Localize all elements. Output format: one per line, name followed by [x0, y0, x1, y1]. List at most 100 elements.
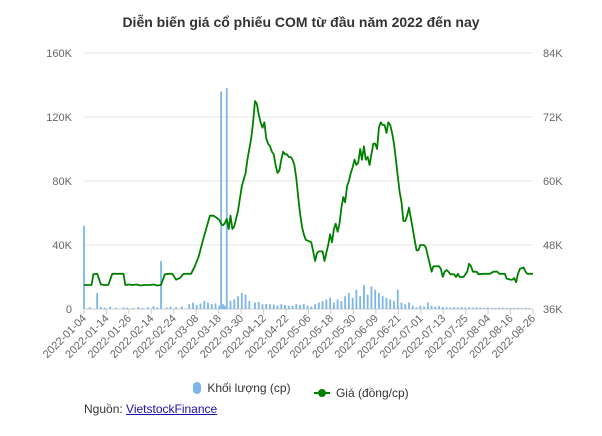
volume-bar	[502, 307, 504, 309]
volume-bar	[509, 307, 512, 309]
volume-bar	[218, 305, 221, 309]
volume-bar	[378, 293, 380, 309]
volume-bar	[332, 302, 335, 309]
volume-bar	[122, 307, 125, 309]
volume-bar	[370, 286, 373, 309]
volume-bar	[214, 303, 217, 309]
volume-bar	[453, 307, 455, 309]
volume-bar	[336, 299, 339, 309]
volume-bar	[347, 293, 350, 309]
legend-price-label: Giá (đồng/cp)	[335, 386, 409, 400]
volume-bar	[494, 308, 497, 309]
volume-bar	[317, 302, 320, 309]
volume-bar	[310, 306, 313, 309]
volume-bar	[100, 307, 102, 309]
volume-bar	[156, 307, 159, 309]
volume-bar	[351, 297, 354, 309]
volume-bar	[400, 302, 403, 309]
volume-bar	[233, 299, 236, 309]
volume-bar	[169, 306, 172, 309]
volume-bar	[325, 299, 328, 309]
volume-bar	[366, 294, 369, 309]
volume-bar	[244, 294, 247, 309]
grid-lines	[84, 52, 533, 310]
volume-bar	[299, 305, 301, 309]
left-tick-label: 80K	[52, 176, 72, 188]
volume-bar	[195, 305, 198, 309]
left-tick-label: 0	[66, 304, 72, 316]
volume-bar	[441, 307, 444, 309]
legend: Khối lượng (cp) Giá (đồng/cp)	[0, 381, 602, 400]
volume-bar	[438, 306, 440, 309]
volume-bar	[291, 305, 294, 309]
volume-bar	[426, 302, 429, 309]
volume-bar	[225, 88, 228, 309]
volume-bar	[340, 301, 343, 309]
volume-bar	[152, 306, 155, 309]
volume-bar	[517, 307, 519, 309]
volume-bar	[524, 308, 527, 309]
left-y-axis: 0 40K 80K 120K 160K	[46, 48, 72, 316]
chart-title: Diễn biến giá cổ phiếu COM từ đầu năm 20…	[122, 14, 480, 30]
volume-bar	[175, 307, 177, 309]
volume-bar	[464, 307, 467, 309]
volume-bar	[280, 304, 283, 309]
right-tick-label: 84K	[543, 48, 563, 60]
volume-bar	[363, 285, 365, 309]
volume-bar	[240, 293, 243, 309]
volume-bar	[445, 307, 448, 309]
volume-bar	[456, 307, 459, 309]
volume-bar	[199, 303, 202, 309]
volume-bar	[411, 305, 414, 309]
volume-bar	[430, 305, 433, 309]
volume-bar	[302, 304, 305, 309]
volume-bar	[468, 307, 471, 309]
left-tick-label: 120K	[46, 112, 72, 124]
x-axis: 2022-01-042022-01-142022-01-262022-02-14…	[41, 309, 538, 361]
volume-bar	[513, 308, 516, 309]
volume-bar	[284, 305, 286, 309]
volume-bar	[374, 289, 377, 309]
volume-bar	[269, 304, 271, 309]
volume-bar	[329, 297, 332, 309]
source-prefix: Nguồn:	[84, 402, 123, 416]
volume-bar	[203, 301, 206, 309]
right-tick-label: 48K	[543, 240, 563, 252]
volume-bar	[229, 301, 232, 309]
volume-bar	[261, 304, 264, 309]
volume-bar	[272, 304, 275, 309]
legend-item-price[interactable]: Giá (đồng/cp)	[313, 386, 409, 400]
volume-bar	[126, 307, 129, 309]
volume-bar	[389, 299, 392, 309]
volume-bar	[88, 307, 91, 309]
volume-bar	[483, 307, 486, 309]
legend-volume-label: Khối lượng (cp)	[207, 381, 291, 395]
volume-bar	[419, 305, 422, 309]
volume-bar	[396, 289, 399, 309]
legend-item-volume[interactable]: Khối lượng (cp)	[193, 381, 291, 395]
price-line	[84, 100, 533, 287]
volume-bar	[449, 307, 452, 309]
price-line-path	[84, 100, 533, 287]
volume-bar	[103, 307, 106, 309]
volume-bar	[344, 296, 347, 309]
volume-bar	[520, 308, 523, 309]
volume-bar	[220, 91, 223, 310]
volume-bar	[248, 301, 251, 309]
volume-bars	[83, 88, 531, 310]
source-link[interactable]: VietstockFinance	[126, 402, 218, 416]
volume-bar	[192, 302, 194, 309]
volume-bar	[210, 304, 213, 309]
volume-bar	[528, 308, 531, 309]
volume-bar	[471, 307, 474, 309]
volume-bar	[381, 296, 384, 309]
volume-bar	[490, 307, 493, 309]
volume-swatch-icon	[193, 382, 202, 394]
volume-bar	[487, 307, 489, 309]
price-swatch-icon	[313, 389, 330, 397]
volume-bar	[96, 293, 99, 309]
volume-bar	[404, 304, 407, 309]
volume-bar	[287, 305, 290, 309]
